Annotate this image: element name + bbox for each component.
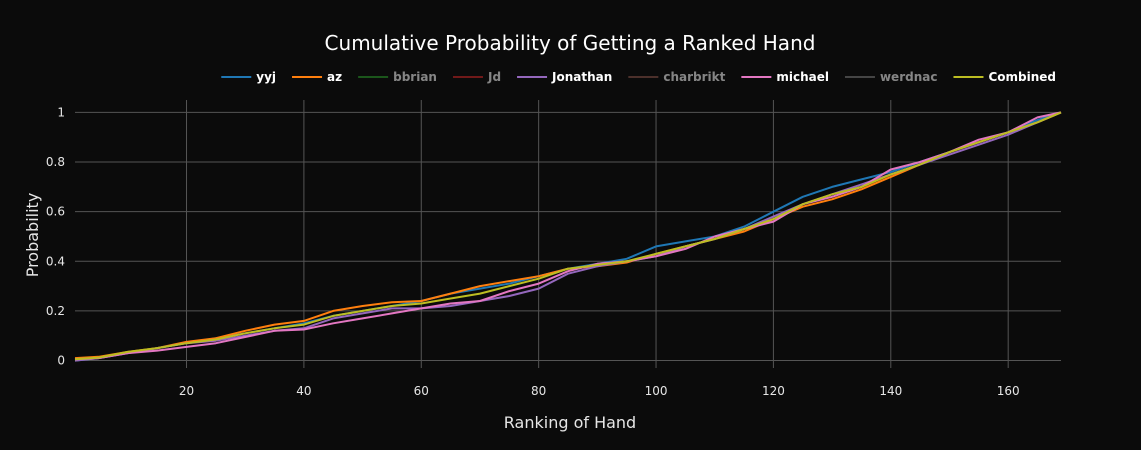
series-line-az [74,111,1062,360]
legend-label: az [327,70,342,84]
legend-item-jd[interactable]: Jd [452,70,501,84]
x-tick-label: 40 [296,384,311,398]
legend-item-jonathan[interactable]: Jonathan [517,70,612,84]
x-tick-label: 120 [762,384,785,398]
legend-item-michael[interactable]: michael [741,70,829,84]
legend-label: Combined [988,70,1056,84]
legend-label: Jonathan [551,70,612,84]
x-tick-label: 100 [645,384,668,398]
y-tick-label: 0.6 [46,205,65,219]
legend-label: Jd [487,70,501,84]
series-line-yyj [74,111,1062,362]
x-tick-label: 140 [879,384,902,398]
x-tick-label: 80 [531,384,546,398]
series-line-combined [74,111,1062,361]
y-tick-label: 1 [57,105,65,119]
series-lines [74,111,1062,362]
chart-title: Cumulative Probability of Getting a Rank… [325,31,816,55]
legend-item-combined[interactable]: Combined [953,70,1056,84]
x-tick-label: 20 [179,384,194,398]
series-line-jonathan [74,111,1062,362]
legend-label: michael [776,70,829,84]
tick-labels: 20 40 60 80 100 120 140 160 0 0.2 0.4 0.6 0.8 1 [46,105,1020,398]
legend[interactable]: yyj az bbrian Jd Jonathan charbrikt michael wer… [221,70,1056,84]
legend-item-az[interactable]: az [292,70,342,84]
legend-item-charbrikt[interactable]: charbrikt [628,70,726,84]
x-tick-label: 160 [997,384,1020,398]
legend-label: yyj [256,70,276,84]
legend-label: charbrikt [663,70,725,84]
x-axis-label: Ranking of Hand [504,413,636,432]
y-tick-label: 0.4 [46,254,65,268]
legend-item-yyj[interactable]: yyj [221,70,276,84]
legend-item-bbrian[interactable]: bbrian [358,70,437,84]
legend-item-werdnac[interactable]: werdnac [844,70,938,84]
y-tick-label: 0 [57,354,65,368]
x-tick-label: 60 [414,384,429,398]
y-axis-label: Probability [23,193,42,278]
grid [75,100,1061,368]
legend-label: bbrian [393,70,437,84]
y-tick-label: 0.2 [46,304,65,318]
y-tick-label: 0.8 [46,155,65,169]
series-line-michael [74,111,1062,361]
legend-label: werdnac [880,70,938,84]
